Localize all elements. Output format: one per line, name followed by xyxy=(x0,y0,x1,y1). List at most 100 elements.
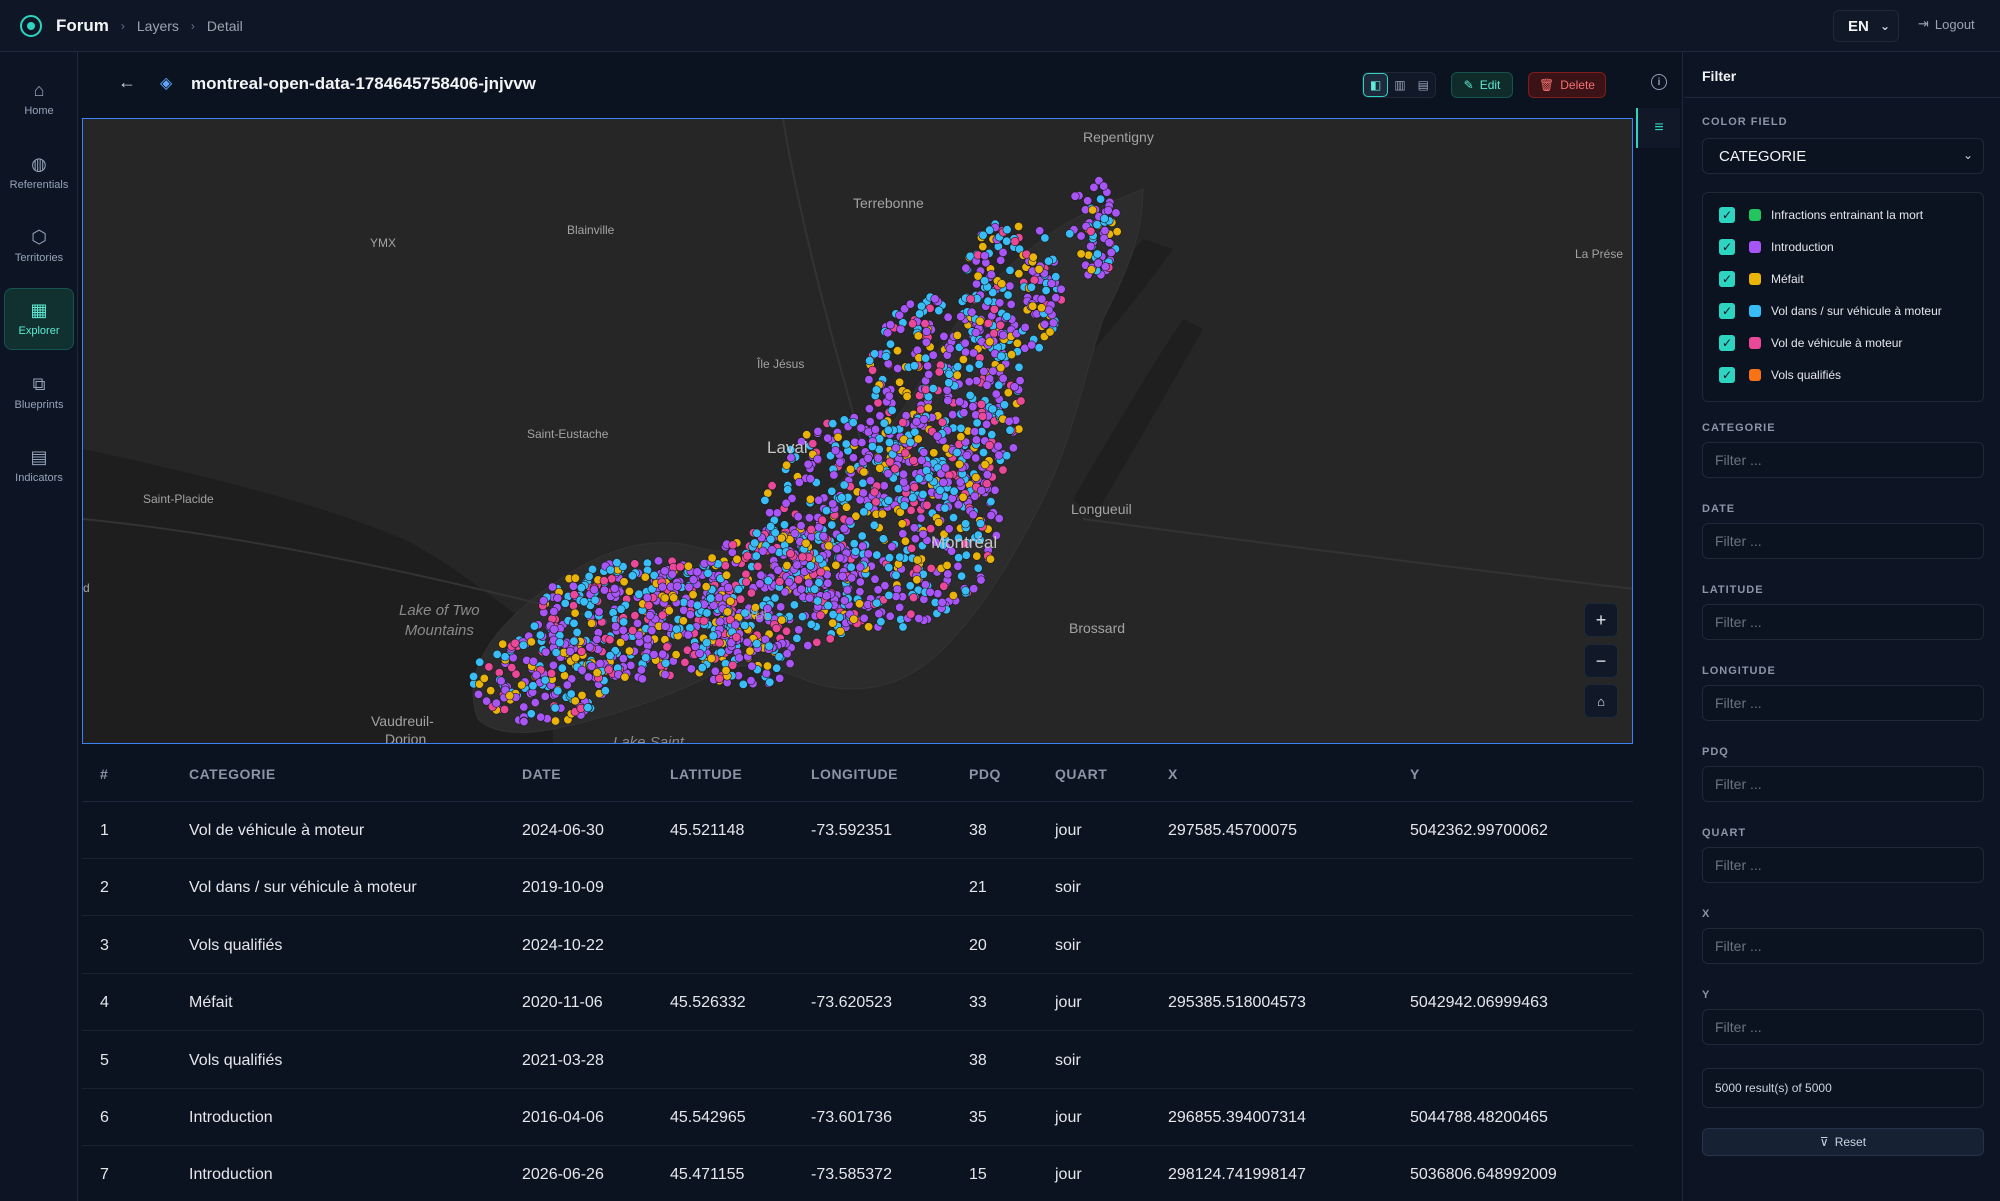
data-point[interactable] xyxy=(618,654,628,664)
data-point[interactable] xyxy=(1041,286,1051,296)
data-point[interactable] xyxy=(1092,220,1102,230)
data-point[interactable] xyxy=(985,225,995,235)
data-point[interactable] xyxy=(1089,182,1099,192)
data-point[interactable] xyxy=(884,391,894,401)
data-point[interactable] xyxy=(1088,205,1098,215)
data-point[interactable] xyxy=(630,611,640,621)
data-point[interactable] xyxy=(885,320,895,330)
data-point[interactable] xyxy=(855,562,865,572)
data-point[interactable] xyxy=(587,618,597,628)
data-point[interactable] xyxy=(750,602,760,612)
data-point[interactable] xyxy=(910,534,920,544)
data-point[interactable] xyxy=(885,339,895,349)
data-point[interactable] xyxy=(905,299,915,309)
data-point[interactable] xyxy=(1043,256,1053,266)
back-arrow-icon[interactable]: ← xyxy=(118,72,136,92)
data-point[interactable] xyxy=(956,312,966,322)
data-point[interactable] xyxy=(856,423,866,433)
data-point[interactable] xyxy=(905,581,915,591)
data-point[interactable] xyxy=(976,575,986,585)
table-view-icon[interactable]: ▤ xyxy=(1417,78,1429,92)
data-point[interactable] xyxy=(937,597,947,607)
data-point[interactable] xyxy=(979,366,989,376)
data-point[interactable] xyxy=(980,276,990,286)
data-point[interactable] xyxy=(999,400,1009,410)
data-point[interactable] xyxy=(760,495,770,505)
data-point[interactable] xyxy=(782,560,792,570)
data-point[interactable] xyxy=(742,551,752,561)
data-point[interactable] xyxy=(1092,249,1102,259)
data-point[interactable] xyxy=(589,585,599,595)
data-point[interactable] xyxy=(803,640,813,650)
data-point[interactable] xyxy=(1048,318,1058,328)
data-point[interactable] xyxy=(908,319,918,329)
logout-button[interactable]: ⇥ Logout xyxy=(1918,16,1975,32)
data-point[interactable] xyxy=(828,609,838,619)
filter-tab[interactable]: ≡ xyxy=(1636,108,1680,148)
data-point[interactable] xyxy=(948,513,958,523)
data-point[interactable] xyxy=(870,424,880,434)
data-point[interactable] xyxy=(583,609,593,619)
data-point[interactable] xyxy=(887,405,897,415)
data-point[interactable] xyxy=(541,647,551,657)
data-point[interactable] xyxy=(678,616,688,626)
data-point[interactable] xyxy=(954,459,964,469)
data-point[interactable] xyxy=(519,717,529,727)
data-point[interactable] xyxy=(900,304,910,314)
data-point[interactable] xyxy=(517,680,527,690)
data-point[interactable] xyxy=(746,588,756,598)
data-point[interactable] xyxy=(531,670,541,680)
data-point[interactable] xyxy=(986,270,996,280)
data-point[interactable] xyxy=(939,581,949,591)
data-point[interactable] xyxy=(683,561,693,571)
data-point[interactable] xyxy=(912,555,922,565)
data-point[interactable] xyxy=(751,551,761,561)
checkbox-checked-icon[interactable]: ✓ xyxy=(1719,239,1735,255)
data-point[interactable] xyxy=(746,676,756,686)
data-point[interactable] xyxy=(767,481,777,491)
data-point[interactable] xyxy=(579,597,589,607)
data-point[interactable] xyxy=(796,521,806,531)
data-point[interactable] xyxy=(821,506,831,516)
data-point[interactable] xyxy=(829,470,839,480)
data-point[interactable] xyxy=(592,668,602,678)
data-point[interactable] xyxy=(1026,282,1036,292)
data-point[interactable] xyxy=(553,593,563,603)
data-point[interactable] xyxy=(672,581,682,591)
data-point[interactable] xyxy=(1100,226,1110,236)
data-point[interactable] xyxy=(511,669,521,679)
data-point[interactable] xyxy=(776,533,786,543)
data-point[interactable] xyxy=(934,306,944,316)
data-point[interactable] xyxy=(872,550,882,560)
data-point[interactable] xyxy=(594,607,604,617)
data-point[interactable] xyxy=(884,495,894,505)
data-point[interactable] xyxy=(804,513,814,523)
data-point[interactable] xyxy=(985,440,995,450)
data-point[interactable] xyxy=(874,609,884,619)
data-point[interactable] xyxy=(566,689,576,699)
data-point[interactable] xyxy=(885,611,895,621)
table-row[interactable]: 4 Méfait 2020-11-06 45.526332 -73.620523 33 jo… xyxy=(82,974,1633,1032)
data-point[interactable] xyxy=(787,493,797,503)
data-point[interactable] xyxy=(805,474,815,484)
data-point[interactable] xyxy=(569,636,579,646)
data-point[interactable] xyxy=(599,576,609,586)
data-point[interactable] xyxy=(932,431,942,441)
data-point[interactable] xyxy=(626,660,636,670)
data-point[interactable] xyxy=(897,519,907,529)
data-point[interactable] xyxy=(742,637,752,647)
data-point[interactable] xyxy=(814,495,824,505)
data-point[interactable] xyxy=(868,365,878,375)
data-point[interactable] xyxy=(785,549,795,559)
data-point[interactable] xyxy=(536,712,546,722)
data-point[interactable] xyxy=(731,632,741,642)
checkbox-checked-icon[interactable]: ✓ xyxy=(1719,303,1735,319)
data-point[interactable] xyxy=(604,665,614,675)
data-point[interactable] xyxy=(988,288,998,298)
data-point[interactable] xyxy=(921,353,931,363)
checkbox-checked-icon[interactable]: ✓ xyxy=(1719,335,1735,351)
data-point[interactable] xyxy=(982,380,992,390)
data-point[interactable] xyxy=(526,637,536,647)
data-point[interactable] xyxy=(973,530,983,540)
data-point[interactable] xyxy=(993,441,1003,451)
